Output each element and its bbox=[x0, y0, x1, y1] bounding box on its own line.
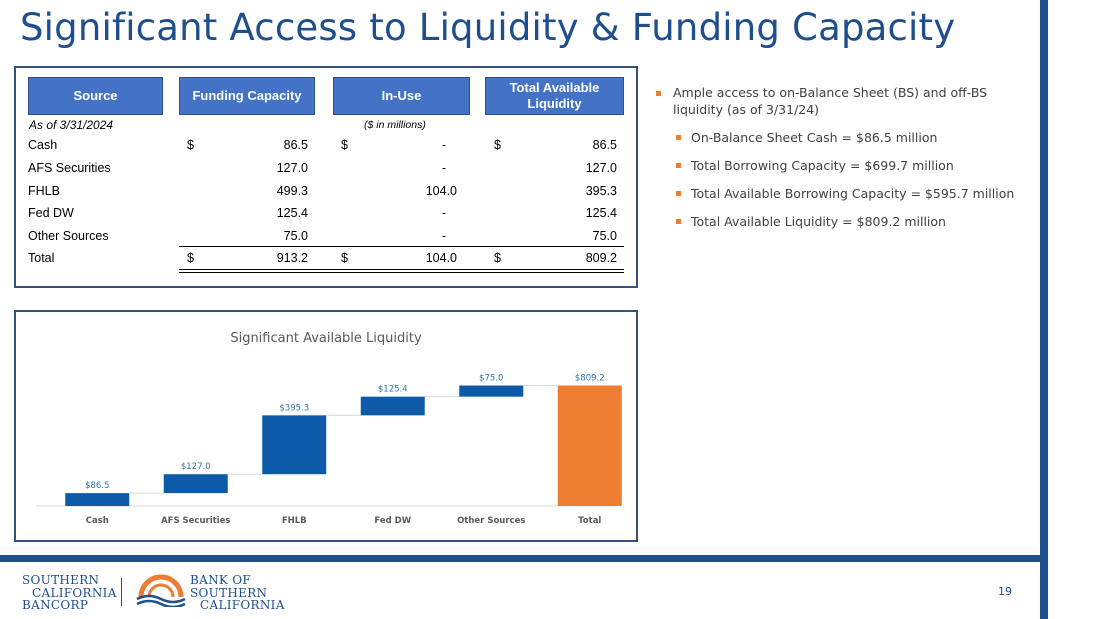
currency-symbol: $ bbox=[187, 138, 194, 152]
bullet-sub: Total Borrowing Capacity = $699.7 millio… bbox=[656, 157, 1036, 174]
bullet-text: On-Balance Sheet Cash = $86.5 million bbox=[691, 130, 938, 145]
currency-symbol: $ bbox=[341, 138, 348, 152]
logo-line: BANCORP bbox=[22, 598, 89, 612]
available-value: 86.5 bbox=[592, 138, 617, 152]
in-use-value: 104.0 bbox=[425, 251, 457, 265]
currency-symbol: $ bbox=[341, 251, 348, 265]
bullet-sub: Total Available Liquidity = $809.2 milli… bbox=[656, 213, 1036, 230]
bullet-square-icon bbox=[676, 191, 681, 196]
available-value: 127.0 bbox=[585, 161, 617, 175]
table-row: FHLB 499.3 104.0 395.3 bbox=[16, 181, 636, 203]
page-number: 19 bbox=[998, 585, 1012, 598]
bullet-main: Ample access to on-Balance Sheet (BS) an… bbox=[656, 84, 1036, 118]
bullet-square-icon bbox=[656, 91, 661, 96]
chart-bar bbox=[65, 493, 130, 506]
units-note: ($ in millions) bbox=[364, 119, 426, 131]
category-label: Other Sources bbox=[457, 516, 525, 526]
bullet-text: Total Available Borrowing Capacity = $59… bbox=[691, 186, 1015, 201]
in-use-value: - bbox=[441, 206, 446, 220]
key-points: Ample access to on-Balance Sheet (BS) an… bbox=[656, 84, 1036, 230]
bank-emblem-icon bbox=[136, 574, 186, 607]
funding-value: 86.5 bbox=[283, 138, 308, 152]
footer-divider bbox=[0, 555, 1048, 562]
total-rule bbox=[179, 246, 624, 247]
funding-value: 125.4 bbox=[276, 206, 308, 220]
row-label: Other Sources bbox=[28, 229, 109, 243]
chart-bar bbox=[459, 385, 524, 397]
row-label: Cash bbox=[28, 138, 58, 152]
category-label: Total bbox=[578, 516, 601, 526]
funding-value: 913.2 bbox=[276, 251, 308, 265]
available-value: 395.3 bbox=[585, 184, 617, 198]
header-in-use: In-Use bbox=[333, 77, 470, 115]
bullet-text: Total Borrowing Capacity = $699.7 millio… bbox=[691, 158, 954, 173]
funding-value: 499.3 bbox=[276, 184, 308, 198]
currency-symbol: $ bbox=[494, 138, 501, 152]
bullet-square-icon bbox=[676, 219, 681, 224]
page-title: Significant Access to Liquidity & Fundin… bbox=[20, 6, 956, 49]
bullet-sub: On-Balance Sheet Cash = $86.5 million bbox=[656, 129, 1036, 146]
currency-symbol: $ bbox=[494, 251, 501, 265]
available-value: 75.0 bbox=[592, 229, 617, 243]
table-total-row: Total $ 913.2 $ 104.0 $ 809.2 bbox=[16, 248, 636, 270]
liquidity-table: Source Funding Capacity In-Use Total Ava… bbox=[14, 66, 638, 288]
in-use-value: - bbox=[441, 138, 446, 152]
as-of-date: As of 3/31/2024 bbox=[29, 118, 114, 132]
category-label: FHLB bbox=[282, 516, 307, 526]
available-value: 809.2 bbox=[585, 251, 617, 265]
header-source: Source bbox=[28, 77, 163, 115]
chart-bar bbox=[557, 385, 622, 506]
right-accent-bar bbox=[1040, 0, 1048, 619]
logo-divider bbox=[121, 578, 122, 606]
data-label: $125.4 bbox=[378, 385, 408, 395]
bullet-square-icon bbox=[676, 163, 681, 168]
logo-line: SOUTHERN bbox=[22, 573, 100, 587]
bullet-square-icon bbox=[676, 135, 681, 140]
funding-value: 75.0 bbox=[283, 229, 308, 243]
chart-bar bbox=[262, 415, 327, 475]
category-label: Cash bbox=[86, 516, 109, 526]
available-value: 125.4 bbox=[585, 206, 617, 220]
data-label: $75.0 bbox=[479, 374, 503, 384]
row-label: FHLB bbox=[28, 184, 60, 198]
table-row: Fed DW 125.4 - 125.4 bbox=[16, 203, 636, 225]
waterfall-chart: Significant Available Liquidity $86.5 Cash… bbox=[36, 331, 622, 526]
logo-line: SOUTHERN bbox=[190, 585, 268, 600]
table-row: Cash $ 86.5 $ - $ 86.5 bbox=[16, 135, 636, 157]
currency-symbol: $ bbox=[187, 251, 194, 265]
category-label: Fed DW bbox=[374, 516, 411, 526]
waterfall-chart-panel: Significant Available Liquidity $86.5 Cash… bbox=[14, 310, 638, 542]
chart-bar bbox=[360, 396, 425, 416]
logo-line: CALIFORNIA bbox=[32, 585, 117, 600]
logo-line: BANK OF bbox=[190, 573, 252, 587]
header-funding-capacity: Funding Capacity bbox=[179, 77, 315, 115]
row-label: Total bbox=[28, 251, 55, 265]
category-label: AFS Securities bbox=[161, 516, 230, 526]
logo-line: CALIFORNIA bbox=[200, 598, 285, 612]
bancorp-logo: SOUTHERN CALIFORNIA BANCORP bbox=[22, 574, 117, 612]
total-double-rule bbox=[179, 269, 624, 273]
table-row: AFS Securities 127.0 - 127.0 bbox=[16, 158, 636, 180]
bullet-sub: Total Available Borrowing Capacity = $59… bbox=[656, 185, 1036, 202]
bullet-text: Ample access to on-Balance Sheet (BS) an… bbox=[673, 85, 988, 117]
in-use-value: 104.0 bbox=[425, 184, 457, 198]
row-label: Fed DW bbox=[28, 206, 74, 220]
bullet-text: Total Available Liquidity = $809.2 milli… bbox=[691, 214, 946, 229]
data-label: $395.3 bbox=[279, 403, 309, 413]
data-label: $127.0 bbox=[181, 462, 211, 472]
bank-logo: BANK OF SOUTHERN CALIFORNIA bbox=[190, 574, 285, 612]
data-label: $86.5 bbox=[85, 481, 109, 491]
in-use-value: - bbox=[441, 229, 446, 243]
table-row: Other Sources 75.0 - 75.0 bbox=[16, 226, 636, 248]
chart-title: Significant Available Liquidity bbox=[230, 331, 422, 346]
chart-bar bbox=[163, 474, 228, 494]
row-label: AFS Securities bbox=[28, 161, 111, 175]
funding-value: 127.0 bbox=[276, 161, 308, 175]
in-use-value: - bbox=[441, 161, 446, 175]
header-total-available: Total Available Liquidity bbox=[485, 77, 624, 115]
data-label: $809.2 bbox=[575, 374, 605, 384]
